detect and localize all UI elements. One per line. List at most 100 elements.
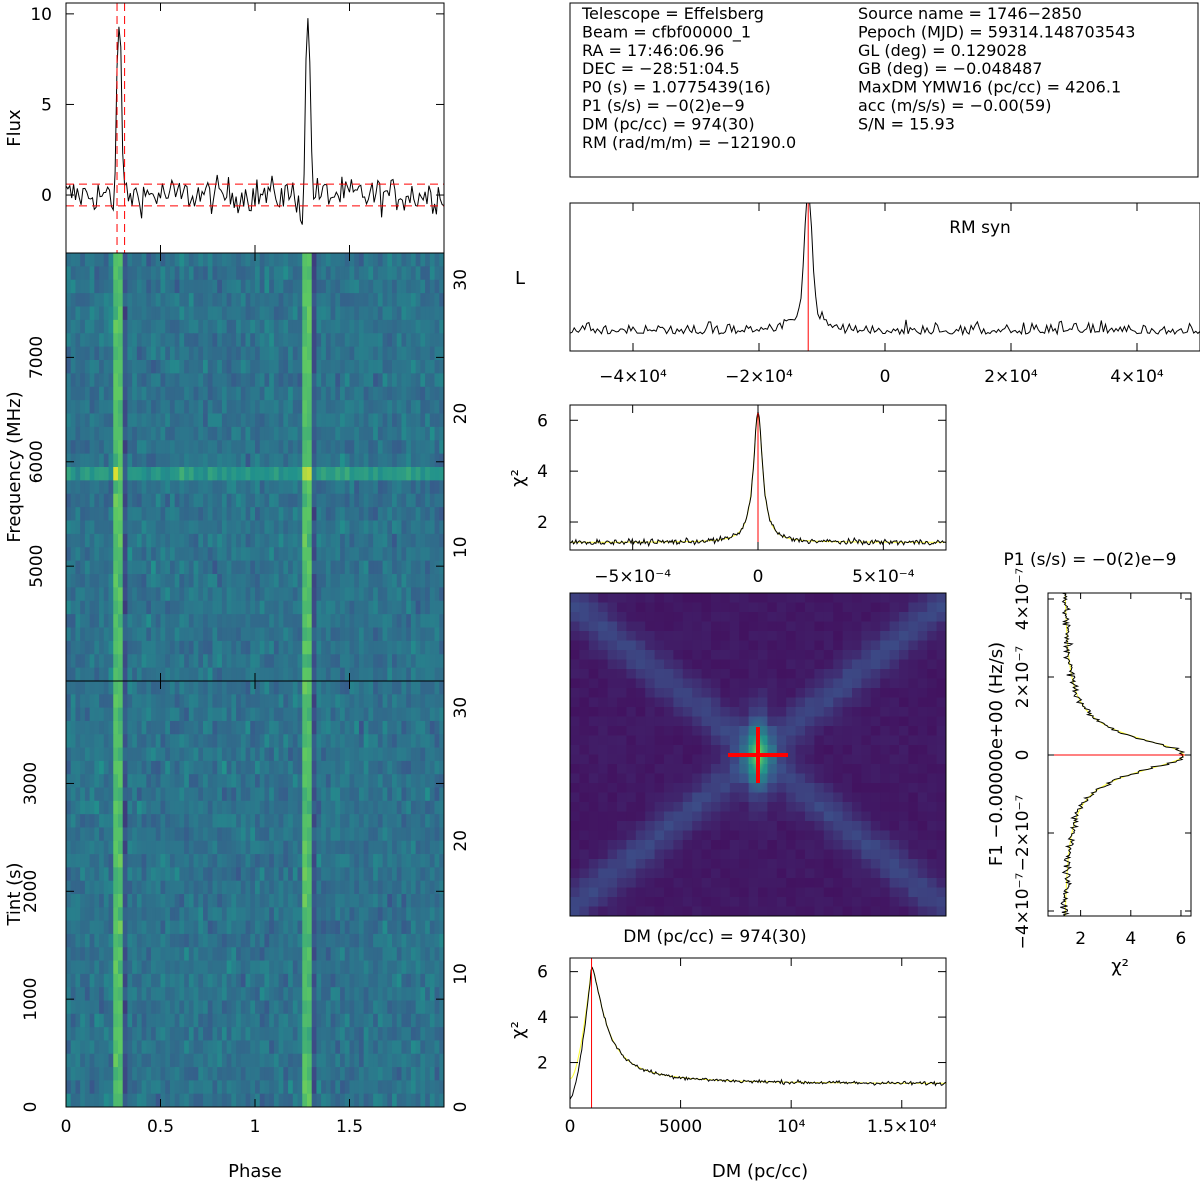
heatmap-cell [236,920,242,935]
heatmap-cell [354,426,360,441]
heatmap-cell [363,1027,369,1041]
heatmap-cell [278,319,284,334]
heatmap-cell [155,681,161,695]
heatmap-cell [382,386,388,401]
heatmap-cell [335,1027,341,1041]
heatmap-cell [382,413,388,428]
heatmap-cell [321,400,327,414]
heatmap-cell [330,907,336,922]
heatmap-cell [325,760,332,775]
heatmap-cell [368,293,374,307]
heatmap-cell [273,266,280,281]
heatmap-cell [368,707,374,722]
heatmap-cell [325,987,332,1001]
heatmap-cell [122,907,128,922]
heatmap-cell [203,587,209,602]
heatmap-cell [132,787,138,802]
heatmap-cell [198,880,204,895]
heatmap-cell [387,1000,393,1015]
heatmap-cell [75,840,81,855]
heatmap-cell [207,533,213,548]
heatmap-cell [103,774,109,788]
heatmap-cell [439,1013,445,1028]
heatmap-cell [415,293,421,307]
heatmap-cell [410,707,417,722]
heatmap-cell [184,720,190,735]
heatmap-cell [344,827,350,842]
heatmap-cell [221,253,228,267]
heatmap-cell [236,894,242,908]
heatmap-cell [335,333,341,348]
heatmap-cell [231,1053,237,1068]
heatmap-cell [415,453,421,468]
heatmap-cell [358,373,365,388]
heatmap-cell [311,1067,317,1081]
heatmap-cell [259,533,265,548]
heatmap-cell [245,533,251,548]
heatmap-cell [292,1040,298,1055]
heatmap-cell [226,547,232,562]
heatmap-cell [169,867,176,882]
heatmap-cell [160,507,166,521]
heatmap-cell [406,720,412,735]
heatmap-cell [316,774,322,788]
heatmap-cell [335,933,341,948]
heatmap-cell [231,1067,237,1081]
heatmap-cell [363,654,369,669]
heatmap-cell [89,654,95,669]
heatmap-cell [99,360,105,374]
heatmap-cell [283,654,289,669]
heatmap-cell [221,640,228,655]
heatmap-cell [302,1000,308,1015]
heatmap-cell [103,453,109,468]
heatmap-cell [231,333,237,348]
heatmap-cell [344,960,350,975]
heatmap-cell [160,266,166,281]
heatmap-cell [273,413,280,428]
heatmap-cell [306,1000,313,1015]
heatmap-cell [321,306,327,321]
heatmap-cell [420,920,426,935]
heatmap-cell [184,827,190,842]
heatmap-cell [335,533,341,548]
heatmap-cell [117,987,124,1001]
heatmap-cell [212,1053,218,1068]
heatmap-cell [103,574,109,588]
heatmap-cell [151,306,157,321]
heatmap-cell [283,867,289,882]
heatmap-cell [415,360,421,374]
heatmap-cell [425,600,431,615]
heatmap-cell [66,574,72,588]
heatmap-cell [94,1027,100,1041]
heatmap-cell [255,787,261,802]
heatmap-cell [382,480,388,495]
heatmap-cell [373,987,379,1001]
heatmap-cell [160,800,166,815]
heatmap-cell [278,960,284,975]
heatmap-cell [363,453,369,468]
heatmap-cell [377,520,383,535]
heatmap-cell [302,867,308,882]
heatmap-cell [377,734,383,748]
heatmap-cell [70,360,76,374]
heatmap-cell [108,787,114,802]
heatmap-cell [236,507,242,521]
heatmap-cell [122,774,128,788]
heatmap-cell [198,1000,204,1015]
heatmap-cell [226,306,232,321]
heatmap-cell [377,493,383,508]
heatmap-cell [165,667,171,682]
heatmap-cell [354,973,360,988]
heatmap-cell [231,814,237,828]
heatmap-cell [302,854,308,868]
heatmap-cell [377,279,383,294]
heatmap-cell [316,667,322,682]
heatmap-cell [94,333,100,348]
heatmap-cell [358,1027,365,1041]
heatmap-cell [174,360,180,374]
heatmap-cell [269,1040,275,1055]
heatmap-cell [80,293,86,307]
heatmap-cell [136,547,143,562]
heatmap-cell [368,907,374,922]
heatmap-cell [358,854,365,868]
